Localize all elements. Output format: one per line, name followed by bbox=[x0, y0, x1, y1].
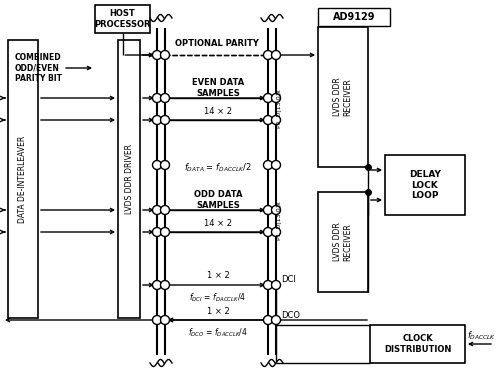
Circle shape bbox=[272, 280, 280, 289]
Circle shape bbox=[264, 50, 272, 59]
Circle shape bbox=[264, 115, 272, 124]
Circle shape bbox=[152, 93, 162, 102]
Circle shape bbox=[272, 160, 280, 170]
Circle shape bbox=[152, 50, 162, 59]
Text: $f_{DATA}$ = $f_{DACCLK}$/2: $f_{DATA}$ = $f_{DACCLK}$/2 bbox=[184, 162, 252, 174]
Circle shape bbox=[152, 228, 162, 237]
Circle shape bbox=[264, 160, 272, 170]
Circle shape bbox=[264, 228, 272, 237]
Text: DCO: DCO bbox=[281, 310, 300, 319]
Circle shape bbox=[264, 316, 272, 325]
Text: 14 × 2: 14 × 2 bbox=[204, 219, 232, 228]
Circle shape bbox=[152, 316, 162, 325]
Text: DCI: DCI bbox=[281, 276, 296, 285]
Bar bbox=[95, 5, 150, 33]
Bar bbox=[118, 40, 140, 318]
Circle shape bbox=[272, 316, 280, 325]
Bar bbox=[318, 192, 368, 292]
Circle shape bbox=[160, 115, 170, 124]
Circle shape bbox=[160, 206, 170, 215]
Text: OPTIONAL PARITY: OPTIONAL PARITY bbox=[174, 38, 258, 47]
Circle shape bbox=[152, 280, 162, 289]
Text: 1 × 2: 1 × 2 bbox=[206, 271, 230, 280]
Text: HOST
PROCESSOR: HOST PROCESSOR bbox=[94, 9, 151, 29]
Circle shape bbox=[264, 206, 272, 215]
Circle shape bbox=[160, 160, 170, 170]
Circle shape bbox=[152, 115, 162, 124]
Circle shape bbox=[272, 228, 280, 237]
Text: LVDS DDR
RECEIVER: LVDS DDR RECEIVER bbox=[334, 78, 352, 117]
Circle shape bbox=[264, 93, 272, 102]
Text: $f_{DCO}$ = $f_{DACCLK}$/4: $f_{DCO}$ = $f_{DACCLK}$/4 bbox=[188, 327, 248, 339]
Circle shape bbox=[272, 50, 280, 59]
Bar bbox=[8, 40, 38, 318]
Bar bbox=[385, 155, 465, 215]
Text: 1 × 2: 1 × 2 bbox=[206, 307, 230, 316]
Text: LVDS DDR DRIVER: LVDS DDR DRIVER bbox=[124, 144, 134, 214]
Text: $f_{DCI}$ = $f_{DACCLK}$/4: $f_{DCI}$ = $f_{DACCLK}$/4 bbox=[190, 292, 246, 304]
Text: ODD DATA
SAMPLES: ODD DATA SAMPLES bbox=[194, 190, 242, 210]
Circle shape bbox=[160, 228, 170, 237]
Text: P1  D[13:0]x: P1 D[13:0]x bbox=[276, 202, 281, 240]
Text: P0  D[13:0]x: P0 D[13:0]x bbox=[276, 90, 281, 128]
Circle shape bbox=[152, 206, 162, 215]
Text: DELAY
LOCK
LOOP: DELAY LOCK LOOP bbox=[409, 170, 441, 200]
Text: COMBINED
ODD/EVEN
PARITY BIT: COMBINED ODD/EVEN PARITY BIT bbox=[15, 53, 62, 83]
Circle shape bbox=[272, 115, 280, 124]
Circle shape bbox=[272, 93, 280, 102]
Bar bbox=[370, 325, 465, 363]
Circle shape bbox=[152, 160, 162, 170]
Text: DATA DE-INTERLEAVER: DATA DE-INTERLEAVER bbox=[18, 135, 28, 222]
Text: $f_{DACCLK}$: $f_{DACCLK}$ bbox=[467, 330, 496, 342]
Text: 14 × 2: 14 × 2 bbox=[204, 106, 232, 115]
Text: LVDS DDR
RECEIVER: LVDS DDR RECEIVER bbox=[334, 222, 352, 261]
Text: AD9129: AD9129 bbox=[333, 12, 375, 22]
Circle shape bbox=[160, 316, 170, 325]
Text: CLOCK
DISTRIBUTION: CLOCK DISTRIBUTION bbox=[384, 334, 451, 354]
Bar bbox=[318, 27, 368, 167]
Circle shape bbox=[160, 280, 170, 289]
Circle shape bbox=[160, 50, 170, 59]
Bar bbox=[318, 8, 390, 26]
Text: EVEN DATA
SAMPLES: EVEN DATA SAMPLES bbox=[192, 78, 244, 98]
Circle shape bbox=[272, 206, 280, 215]
Circle shape bbox=[264, 280, 272, 289]
Circle shape bbox=[160, 93, 170, 102]
